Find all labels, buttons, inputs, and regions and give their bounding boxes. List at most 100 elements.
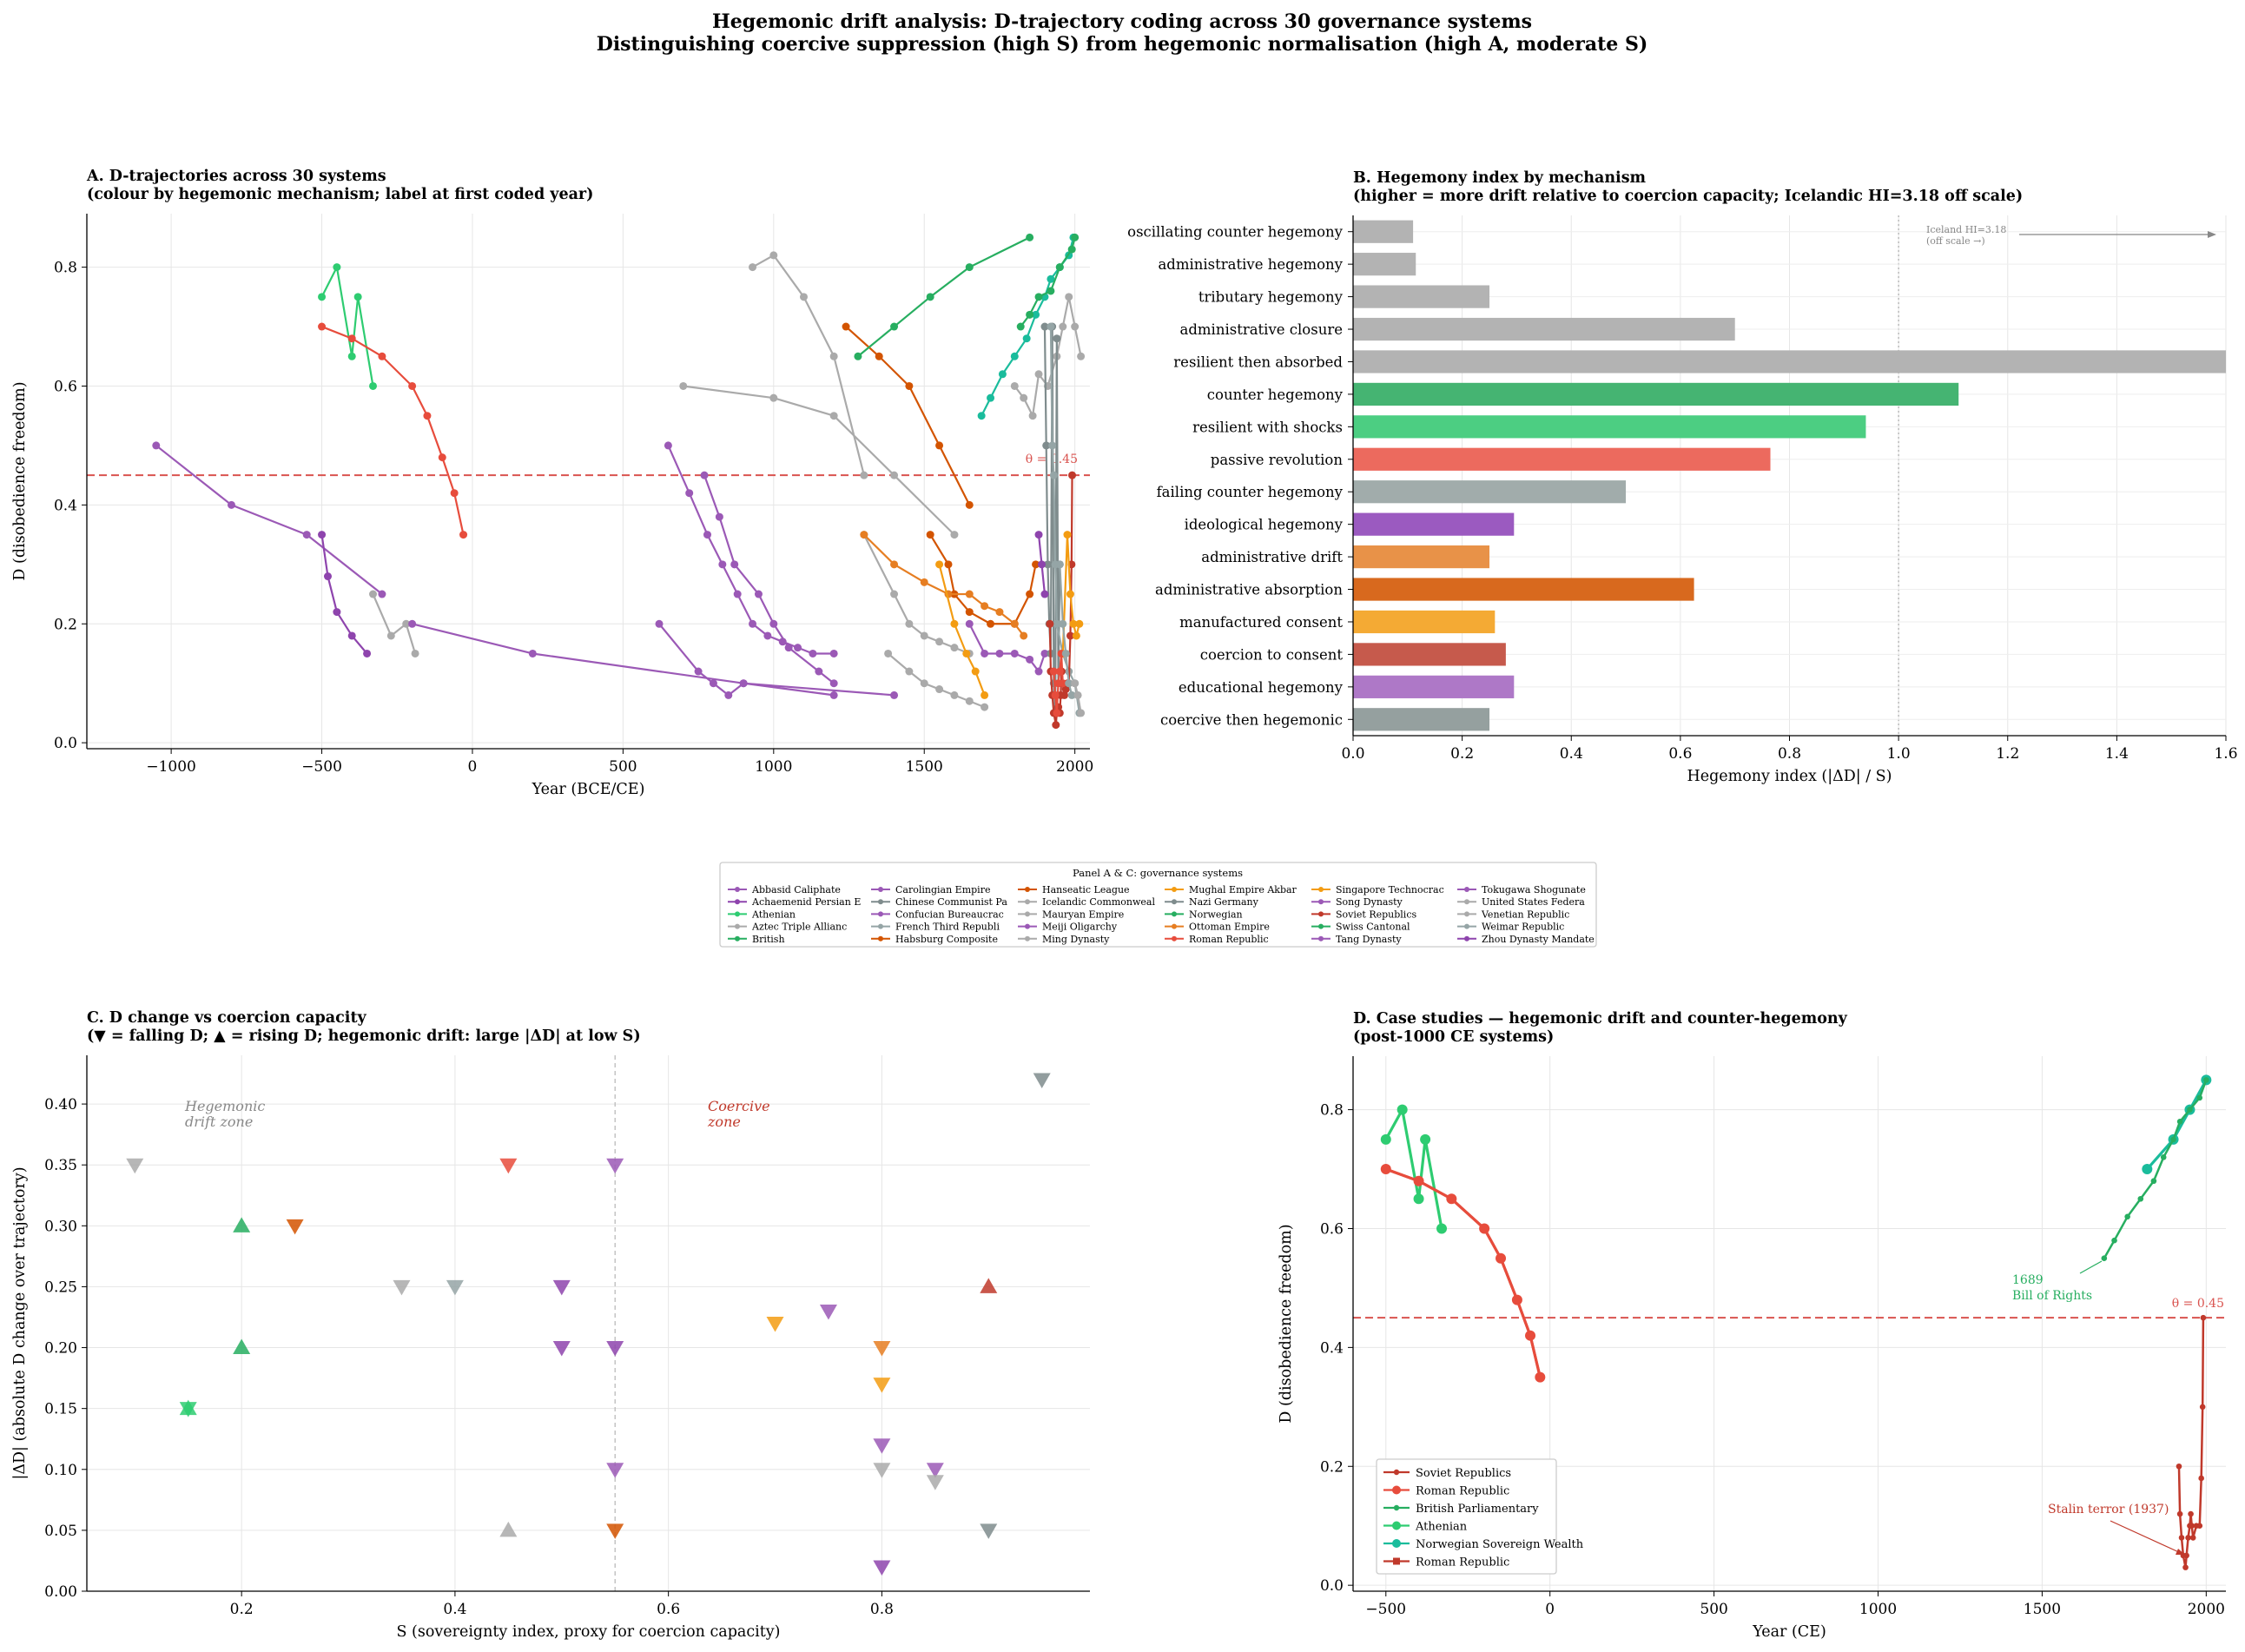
legend-item-label: Tokugawa Shogunate: [1482, 884, 1586, 895]
series-point: [709, 679, 717, 688]
y-tick-label: 0.05: [44, 1523, 77, 1540]
series-point: [1496, 1252, 1507, 1264]
legend-item-label: Athenian: [1415, 1521, 1468, 1534]
series-point: [459, 531, 468, 539]
series-point: [981, 703, 989, 711]
series-point: [1016, 322, 1025, 331]
series-point: [981, 649, 989, 657]
series-point: [386, 631, 395, 640]
series-point: [1032, 560, 1040, 569]
series-point: [1051, 691, 1060, 699]
x-tick-label: 2000: [1056, 758, 1093, 776]
bar-category-label: ideological hegemony: [1185, 517, 1344, 533]
bar: [1353, 350, 2226, 373]
x-tick-label: 1.2: [1996, 745, 2019, 763]
zone-label-hegemonic: Hegemonic: [184, 1098, 265, 1114]
series-point: [739, 679, 748, 688]
legend-frame: [719, 862, 1597, 948]
legend-swatch-marker: [1025, 911, 1030, 917]
series-line: [751, 254, 865, 476]
series-point: [875, 352, 883, 360]
series-line: [1384, 1107, 1443, 1229]
series-point: [1067, 691, 1076, 699]
series-point: [962, 649, 971, 657]
zone-label-coercive: Coercive: [708, 1098, 770, 1114]
bar-category-label: administrative absorption: [1155, 582, 1343, 598]
series-point: [998, 370, 1007, 379]
legend-item-label: Confucian Bureaucrac: [895, 909, 1004, 920]
legend-item-label: Mauryan Empire: [1042, 909, 1124, 920]
series-point: [227, 500, 235, 509]
y-tick-label: 0.40: [44, 1096, 77, 1113]
series-point: [1525, 1330, 1536, 1341]
series-point: [1071, 322, 1080, 331]
legend-swatch-marker: [735, 923, 740, 929]
y-tick-label: 0.25: [44, 1279, 77, 1296]
series-point: [2196, 1523, 2203, 1530]
scatter-point-falling: [873, 1378, 891, 1393]
legend-frame: [1376, 1458, 1557, 1575]
series-point: [1049, 667, 1058, 676]
series-point: [1040, 590, 1049, 598]
legend-item-label: Swiss Cantonal: [1336, 922, 1410, 933]
series-point: [926, 293, 934, 301]
series-point: [1010, 381, 1019, 390]
series-point: [2182, 1564, 2189, 1570]
x-tick-label: 0: [1545, 1601, 1555, 1618]
y-tick-label: 0.20: [44, 1340, 77, 1358]
panel-title: B. Hegemony index by mechanism: [1353, 169, 1647, 187]
series-point: [1034, 293, 1043, 301]
offscale-annotation: (off scale →): [1926, 235, 1985, 247]
series-point: [1038, 560, 1047, 569]
series-point: [1034, 531, 1043, 539]
x-axis-label: Year (CE): [1752, 1623, 1826, 1641]
series-point: [1071, 679, 1080, 688]
series-point: [1380, 1133, 1391, 1145]
series-line: [1385, 1167, 1542, 1378]
y-axis-label: |ΔD| (absolute D change over trajectory): [11, 1166, 29, 1479]
series-line: [372, 593, 417, 654]
legend-item-label: Hanseatic League: [1042, 884, 1130, 895]
y-tick-label: 0.30: [44, 1218, 77, 1235]
legend-swatch-marker: [735, 899, 740, 905]
bar: [1353, 285, 1490, 308]
legend-swatch-marker: [1172, 923, 1177, 929]
scatter-point-falling: [606, 1158, 624, 1174]
annotation-arrow-head: [2176, 1549, 2185, 1555]
series-point: [981, 602, 989, 611]
series-point: [1053, 709, 1061, 717]
bar: [1353, 643, 1506, 666]
series-point: [1048, 441, 1057, 450]
series-point: [423, 412, 432, 420]
legend-swatch-marker: [1464, 899, 1469, 905]
series-point: [2142, 1164, 2153, 1175]
series-point: [950, 644, 959, 652]
panel-title: C. D change vs coercion capacity: [87, 1009, 367, 1027]
series-point: [987, 393, 995, 402]
series-line: [968, 623, 1051, 673]
zone-label-hegemonic: drift zone: [185, 1113, 253, 1130]
panel-title: D. Case studies — hegemonic drift and co…: [1353, 1010, 1848, 1028]
series-point: [829, 412, 838, 420]
scatter-point-falling: [286, 1219, 304, 1235]
x-tick-label: 0.0: [1341, 745, 1364, 763]
series-point: [749, 619, 757, 628]
series-point: [799, 293, 808, 301]
series-point: [763, 631, 772, 640]
legend-item-label: United States Federa: [1482, 896, 1585, 908]
series-point: [1028, 412, 1037, 420]
legend-item-label: Aztec Triple Allianc: [751, 922, 847, 933]
panel-a: A. D-trajectories across 30 systems(colo…: [11, 168, 1093, 798]
series-point: [1069, 619, 1078, 628]
series-point: [318, 531, 327, 539]
series-point: [890, 590, 899, 598]
series-point: [950, 691, 959, 699]
legend-item-label: Habsburg Composite: [895, 934, 998, 945]
series-point: [971, 667, 980, 676]
scatter-point-falling: [926, 1475, 944, 1490]
x-tick-label: 2000: [2188, 1601, 2225, 1618]
panel-d: D. Case studies — hegemonic drift and co…: [1278, 1010, 2226, 1641]
series-point: [1413, 1175, 1424, 1186]
series-point: [1059, 619, 1067, 628]
series-line: [320, 266, 374, 387]
